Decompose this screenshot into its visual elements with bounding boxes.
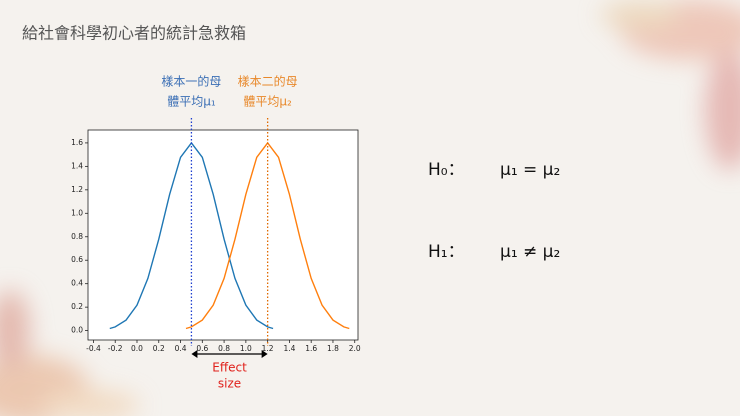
x-tick-label: 0.4 bbox=[175, 344, 187, 353]
y-tick-label: 1.4 bbox=[71, 161, 83, 170]
mean-label: 樣本二的母 bbox=[238, 74, 298, 89]
x-tick-label: 0.6 bbox=[196, 344, 208, 353]
effect-label: size bbox=[218, 377, 241, 391]
x-tick-label: 1.0 bbox=[240, 344, 252, 353]
x-tick-label: 0.2 bbox=[153, 344, 165, 353]
hypotheses: H₀： μ₁ = μ₂ H₁： μ₁ ≠ μ₂ bbox=[428, 160, 560, 262]
x-tick-label: 0.0 bbox=[131, 344, 143, 353]
x-tick-label: -0.4 bbox=[86, 344, 101, 353]
hypothesis-expression: μ₁ = μ₂ bbox=[500, 160, 560, 180]
x-tick-label: 1.2 bbox=[262, 344, 274, 353]
hypothesis-label: H₁： bbox=[428, 242, 465, 262]
y-tick-label: 0.8 bbox=[71, 232, 83, 241]
effect-label: Effect bbox=[212, 361, 247, 375]
y-tick-label: 1.6 bbox=[71, 138, 83, 147]
mean-label: 體平均μ₂ bbox=[243, 95, 292, 109]
y-tick-label: 1.2 bbox=[71, 185, 83, 194]
y-tick-label: 0.0 bbox=[71, 326, 83, 335]
y-tick-label: 0.4 bbox=[71, 279, 83, 288]
hypothesis-label: H₀： bbox=[428, 160, 465, 180]
y-tick-label: 1.0 bbox=[71, 208, 83, 217]
x-tick-label: 2.0 bbox=[349, 344, 361, 353]
x-tick-label: 1.6 bbox=[305, 344, 317, 353]
x-tick-label: 1.8 bbox=[327, 344, 339, 353]
y-tick-label: 0.6 bbox=[71, 255, 83, 264]
hypothesis-expression: μ₁ ≠ μ₂ bbox=[500, 242, 560, 262]
mean-label: 樣本一的母 bbox=[161, 74, 221, 89]
x-tick-label: 0.8 bbox=[218, 344, 230, 353]
x-tick-label: -0.2 bbox=[108, 344, 123, 353]
slide-title: 給社會科學初心者的統計急救箱 bbox=[22, 24, 246, 43]
y-tick-label: 0.2 bbox=[71, 302, 83, 311]
x-tick-label: 1.4 bbox=[283, 344, 295, 353]
mean-label: 體平均μ₁ bbox=[167, 95, 216, 109]
